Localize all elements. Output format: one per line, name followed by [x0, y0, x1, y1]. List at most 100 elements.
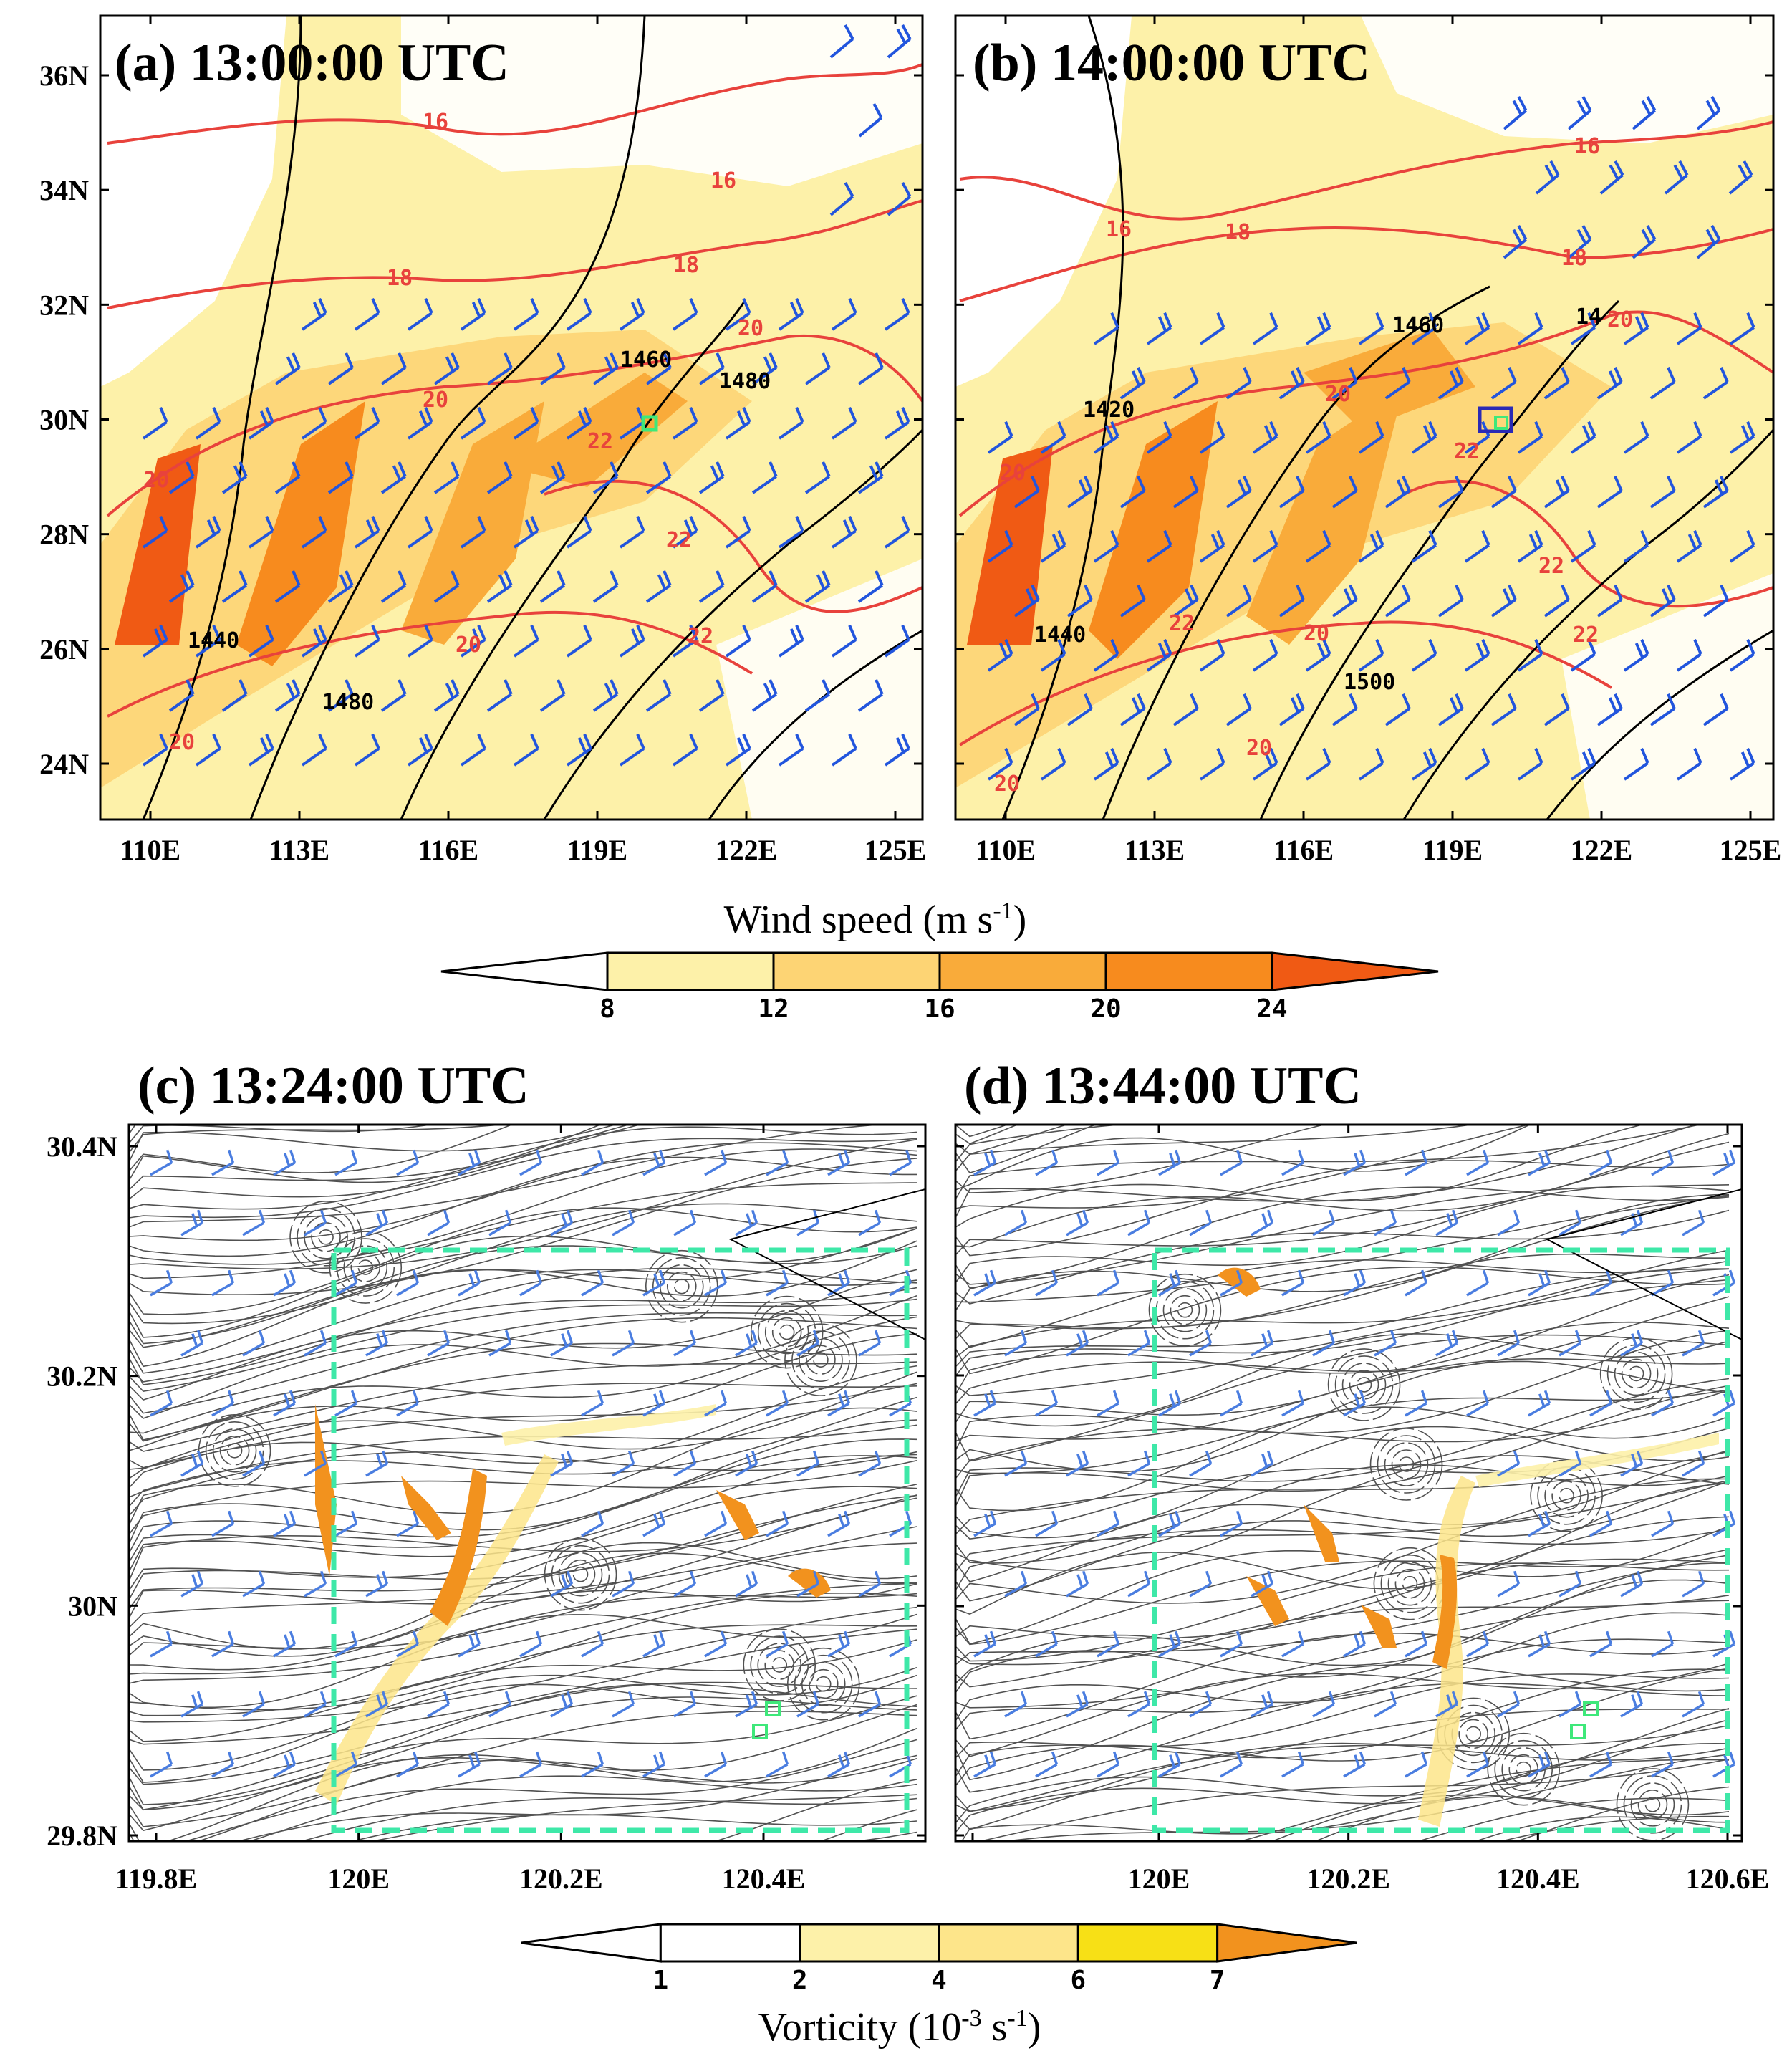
- lat-tick-label: 36N: [39, 59, 89, 92]
- lat-tick-label: 34N: [39, 174, 89, 206]
- colorbar-segment: [799, 1923, 940, 1963]
- colorbar-tick-label: 7: [1210, 1966, 1225, 1995]
- contour-label: 18: [1561, 246, 1587, 271]
- colorbar-tick-label: 16: [924, 994, 955, 1024]
- panel-c-lon-axis: 119.8E 120E 120.2E 120.4E: [115, 1125, 805, 1895]
- contour-label: 20: [143, 468, 169, 493]
- panel-d: (d) 13:44:00 UTC 120E 120.2E 120.4E 120.6E: [954, 1057, 1770, 1895]
- vorticity-colorbar: 1 2 4 6 7 Vorticity (10-3 s-1): [521, 1923, 1357, 2050]
- contour-label: 22: [1538, 554, 1564, 579]
- panel-d-title: (d) 13:44:00 UTC: [964, 1057, 1362, 1115]
- panel-c-map: [129, 1125, 925, 1841]
- streamlines-d: [955, 1125, 1730, 1841]
- lon-tick-label: 120.2E: [1306, 1863, 1390, 1895]
- contour-label: 20: [456, 633, 481, 658]
- lon-tick-label: 113E: [1124, 834, 1185, 866]
- wind-colorbar-title: Wind speed (m s-1): [724, 898, 1027, 942]
- lat-tick-label: 28N: [39, 519, 89, 551]
- panel-a-map: [100, 16, 923, 820]
- panel-c-frame: [127, 1123, 927, 1843]
- lon-tick-label: 120E: [1128, 1863, 1190, 1895]
- panel-b-lat-axis: [955, 74, 1773, 765]
- panel-b-frame: [954, 14, 1775, 821]
- highlight-box-b: [1478, 406, 1513, 433]
- red-contours: [106, 63, 923, 718]
- contour-label: 1480: [719, 369, 771, 394]
- colorbar-segment: [606, 951, 775, 991]
- contour-label: 18: [1225, 220, 1251, 245]
- station-box-d: [1583, 1701, 1599, 1716]
- station-box-c: [752, 1724, 768, 1739]
- panel-b: (b) 14:00:00 UTC 16 16 18 18 20 20 20 22…: [954, 14, 1782, 866]
- lat-tick-label: 30N: [39, 404, 89, 436]
- station-box-d: [1570, 1724, 1586, 1739]
- lat-tick-label: 30N: [68, 1590, 117, 1622]
- black-contours: [142, 16, 923, 820]
- panel-b-map: [955, 16, 1773, 820]
- lon-tick-label: 120.4E: [1496, 1863, 1580, 1895]
- contour-label: 1420: [1083, 398, 1135, 423]
- vorticity-shading-d: [1218, 1267, 1719, 1827]
- contour-label: 20: [738, 316, 763, 341]
- wind-barbs-d: [973, 1149, 1736, 1778]
- colorbar-tick-label: 8: [599, 994, 615, 1024]
- contour-label: 20: [169, 730, 195, 755]
- station-box-c: [765, 1701, 781, 1716]
- wind-barbs-c: [150, 1149, 912, 1778]
- contour-label: 20: [423, 388, 448, 413]
- lon-tick-label: 113E: [269, 834, 329, 866]
- contour-label: 1480: [322, 690, 374, 715]
- panel-b-lon-axis: 110E 113E 116E 119E 122E 125E: [976, 16, 1782, 866]
- contour-label: 20: [1325, 382, 1351, 407]
- lon-tick-label: 122E: [716, 834, 778, 866]
- contour-label: 14: [1576, 304, 1601, 330]
- lon-tick-label: 116E: [418, 834, 478, 866]
- lat-tick-label: 29.8N: [47, 1820, 117, 1852]
- contour-label: 1440: [1034, 623, 1086, 648]
- contour-label: 22: [1454, 439, 1480, 464]
- contour-label: 22: [587, 429, 613, 454]
- lon-tick-label: 120.2E: [519, 1863, 603, 1895]
- lon-tick-label: 120E: [327, 1863, 390, 1895]
- panel-d-lat-ticks: [955, 1145, 1742, 1841]
- lon-tick-label: 110E: [976, 834, 1036, 866]
- contour-label: 18: [387, 266, 413, 291]
- lon-tick-label: 119E: [567, 834, 627, 866]
- contour-label: 16: [1574, 134, 1600, 159]
- lat-tick-label: 30.2N: [47, 1360, 117, 1393]
- panel-a-lon-axis: 110E 113E 116E 119E 122E 125E: [120, 16, 926, 866]
- contour-label: 1500: [1344, 670, 1395, 695]
- panel-d-lon-axis: 120E 120.2E 120.4E 120.6E: [1128, 1125, 1770, 1895]
- contour-label: 16: [423, 110, 448, 135]
- lon-tick-label: 110E: [120, 834, 180, 866]
- colorbar-segment: [1216, 1923, 1357, 1963]
- contour-label: 20: [1304, 621, 1329, 646]
- colorbar-segment: [1104, 951, 1273, 991]
- contour-label: 22: [1169, 611, 1195, 636]
- lon-tick-label: 125E: [1720, 834, 1782, 866]
- lon-tick-label: 119E: [1422, 834, 1483, 866]
- panel-a-lat-axis: 36N 34N 32N 30N 28N 26N 24N: [39, 59, 923, 780]
- contour-label: 22: [688, 624, 713, 649]
- colorbar-tick-label: 12: [758, 994, 789, 1024]
- colorbar-segment: [938, 951, 1107, 991]
- wind-colorbar: Wind speed (m s-1) 8 12 16 20 24: [440, 898, 1439, 1024]
- contour-label: 20: [994, 772, 1020, 797]
- analysis-box-c: [331, 1247, 910, 1833]
- contour-label: 1460: [1392, 313, 1444, 338]
- lon-tick-label: 120.6E: [1686, 1863, 1770, 1895]
- vorticity-shading-c: [315, 1404, 831, 1805]
- colorbar-tick-label: 6: [1070, 1966, 1086, 1995]
- wind-barbs-b: [987, 95, 1755, 781]
- colorbar-tick-label: 2: [792, 1966, 808, 1995]
- panel-a-title: (a) 13:00:00 UTC: [115, 34, 509, 92]
- panel-d-map: [955, 1125, 1742, 1841]
- colorbar-segment: [440, 951, 609, 991]
- colorbar-segment: [521, 1923, 662, 1963]
- wind-barbs-a: [142, 24, 912, 767]
- colorbar-segment: [1271, 951, 1439, 991]
- contour-label: 20: [1000, 461, 1026, 486]
- lon-tick-label: 116E: [1273, 834, 1334, 866]
- contour-label: 1460: [620, 347, 672, 373]
